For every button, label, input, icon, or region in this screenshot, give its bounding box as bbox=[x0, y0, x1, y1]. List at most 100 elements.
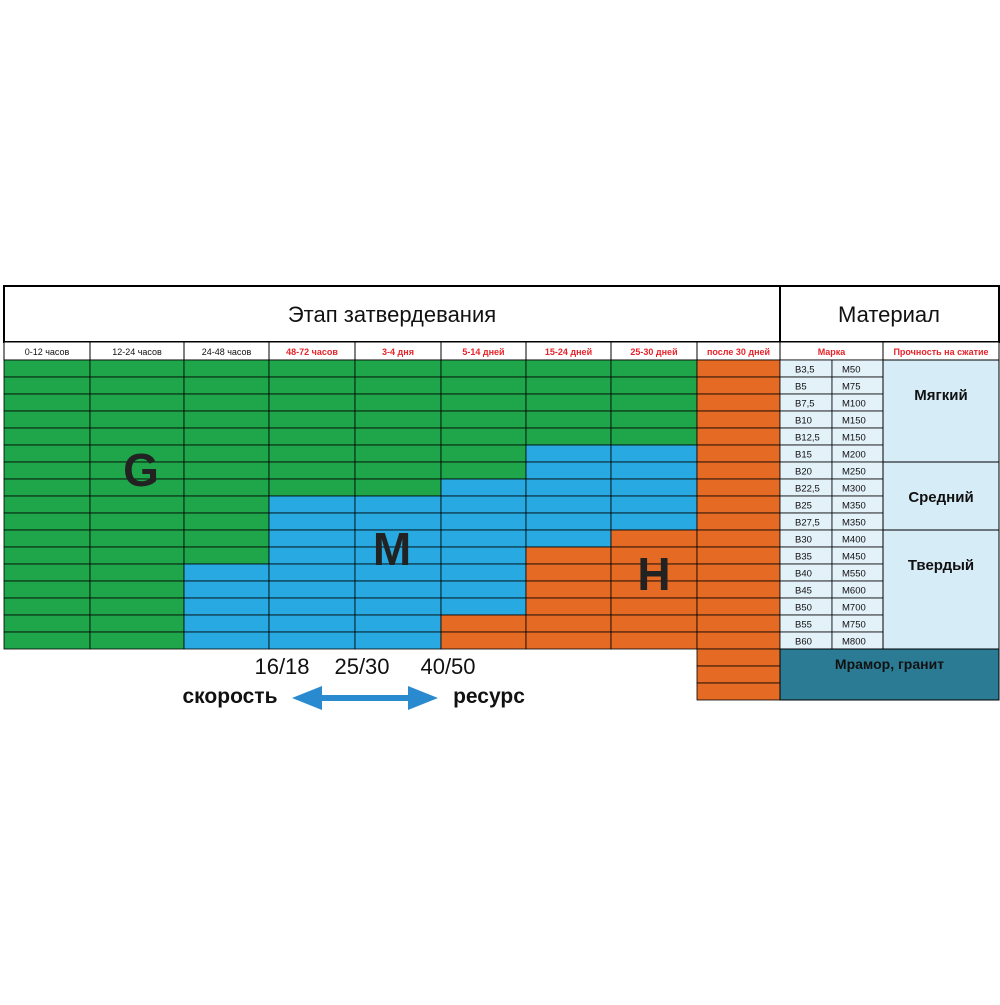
blue-zone-cell bbox=[354, 580, 442, 599]
orange-zone-cell bbox=[696, 529, 781, 548]
grade-m-label: M350 bbox=[842, 518, 866, 529]
orange-zone-cell bbox=[525, 631, 612, 650]
green-zone-cell bbox=[525, 393, 612, 412]
legend-speed-label: скорость bbox=[183, 685, 278, 708]
green-zone-cell bbox=[440, 461, 527, 480]
orange-zone-cell bbox=[696, 410, 781, 429]
blue-zone-cell bbox=[268, 631, 356, 650]
grade-m-label: M450 bbox=[842, 552, 866, 563]
green-zone-cell bbox=[89, 614, 185, 633]
orange-zone-cell bbox=[696, 614, 781, 633]
zone-label-m: M bbox=[373, 523, 411, 575]
strength-group-label: Мягкий bbox=[914, 387, 967, 404]
grade-m-label: M50 bbox=[842, 365, 860, 376]
column-header-label: 25-30 дней bbox=[630, 347, 677, 357]
green-zone-cell bbox=[3, 580, 91, 599]
green-zone-cell bbox=[183, 512, 270, 531]
blue-zone-cell bbox=[354, 495, 442, 514]
blue-zone-cell bbox=[183, 614, 270, 633]
green-zone-cell bbox=[89, 376, 185, 395]
orange-zone-cell bbox=[696, 359, 781, 378]
grade-b-label: B12,5 bbox=[795, 433, 820, 444]
grade-b-label: B25 bbox=[795, 501, 812, 512]
blue-zone-cell bbox=[268, 495, 356, 514]
green-zone-cell bbox=[3, 512, 91, 531]
zone-grid bbox=[3, 359, 781, 701]
grade-m-label: M100 bbox=[842, 399, 866, 410]
blue-zone-cell bbox=[268, 563, 356, 582]
green-zone-cell bbox=[354, 410, 442, 429]
green-zone-cell bbox=[89, 393, 185, 412]
grade-b-label: B60 bbox=[795, 637, 812, 648]
green-zone-cell bbox=[89, 546, 185, 565]
green-zone-cell bbox=[3, 393, 91, 412]
blue-zone-cell bbox=[525, 512, 612, 531]
green-zone-cell bbox=[268, 393, 356, 412]
green-zone-cell bbox=[525, 359, 612, 378]
green-zone-cell bbox=[268, 478, 356, 497]
green-zone-cell bbox=[89, 495, 185, 514]
orange-zone-cell bbox=[696, 546, 781, 565]
green-zone-cell bbox=[89, 410, 185, 429]
green-zone-cell bbox=[3, 376, 91, 395]
blue-zone-cell bbox=[525, 461, 612, 480]
green-zone-cell bbox=[3, 529, 91, 548]
column-header-label: 15-24 дней bbox=[545, 347, 592, 357]
orange-zone-cell bbox=[525, 546, 612, 565]
blue-zone-cell bbox=[183, 563, 270, 582]
grade-m-label: M250 bbox=[842, 467, 866, 478]
green-zone-cell bbox=[610, 427, 698, 446]
stage-title: Этап затвердевания bbox=[288, 302, 496, 327]
zone-labels: G M H bbox=[123, 444, 671, 600]
grade-b-label: B45 bbox=[795, 586, 812, 597]
blue-zone-cell bbox=[610, 495, 698, 514]
strength-header-label: Прочность на сжатие bbox=[893, 347, 988, 357]
green-zone-cell bbox=[610, 393, 698, 412]
green-zone-cell bbox=[354, 444, 442, 463]
green-zone-cell bbox=[3, 444, 91, 463]
material-title: Материал bbox=[838, 302, 940, 327]
blue-zone-cell bbox=[440, 580, 527, 599]
orange-zone-cell bbox=[610, 614, 698, 633]
blue-zone-cell bbox=[610, 512, 698, 531]
legend-value-2: 25/30 bbox=[334, 654, 389, 679]
orange-zone-cell bbox=[696, 580, 781, 599]
green-zone-cell bbox=[525, 376, 612, 395]
blue-zone-cell bbox=[440, 478, 527, 497]
green-zone-cell bbox=[354, 461, 442, 480]
green-zone-cell bbox=[183, 478, 270, 497]
green-zone-cell bbox=[268, 359, 356, 378]
marble-granite-label: Мрамор, гранит bbox=[835, 656, 944, 672]
green-zone-cell bbox=[183, 410, 270, 429]
blue-zone-cell bbox=[440, 597, 527, 616]
blue-zone-cell bbox=[525, 444, 612, 463]
green-zone-cell bbox=[3, 614, 91, 633]
blue-zone-cell bbox=[610, 444, 698, 463]
blue-zone-cell bbox=[440, 495, 527, 514]
legend-resource-label: ресурс bbox=[453, 685, 525, 708]
double-arrow-icon bbox=[292, 686, 438, 710]
green-zone-cell bbox=[3, 597, 91, 616]
grade-m-label: M200 bbox=[842, 450, 866, 461]
stage-header-box bbox=[3, 285, 781, 343]
blue-zone-cell bbox=[610, 478, 698, 497]
orange-zone-cell bbox=[696, 376, 781, 395]
green-zone-cell bbox=[89, 512, 185, 531]
strength-group-cell bbox=[882, 461, 1000, 531]
green-zone-cell bbox=[354, 427, 442, 446]
grade-b-label: B7,5 bbox=[795, 399, 815, 410]
green-zone-cell bbox=[89, 427, 185, 446]
green-zone-cell bbox=[354, 359, 442, 378]
green-zone-cell bbox=[440, 376, 527, 395]
orange-zone-cell bbox=[696, 648, 781, 667]
orange-zone-cell bbox=[696, 597, 781, 616]
green-zone-cell bbox=[268, 376, 356, 395]
grade-b-label: B35 bbox=[795, 552, 812, 563]
green-zone-cell bbox=[183, 393, 270, 412]
orange-zone-cell bbox=[696, 682, 781, 701]
green-zone-cell bbox=[354, 393, 442, 412]
blue-zone-cell bbox=[183, 631, 270, 650]
orange-zone-cell bbox=[696, 512, 781, 531]
blue-zone-cell bbox=[440, 563, 527, 582]
